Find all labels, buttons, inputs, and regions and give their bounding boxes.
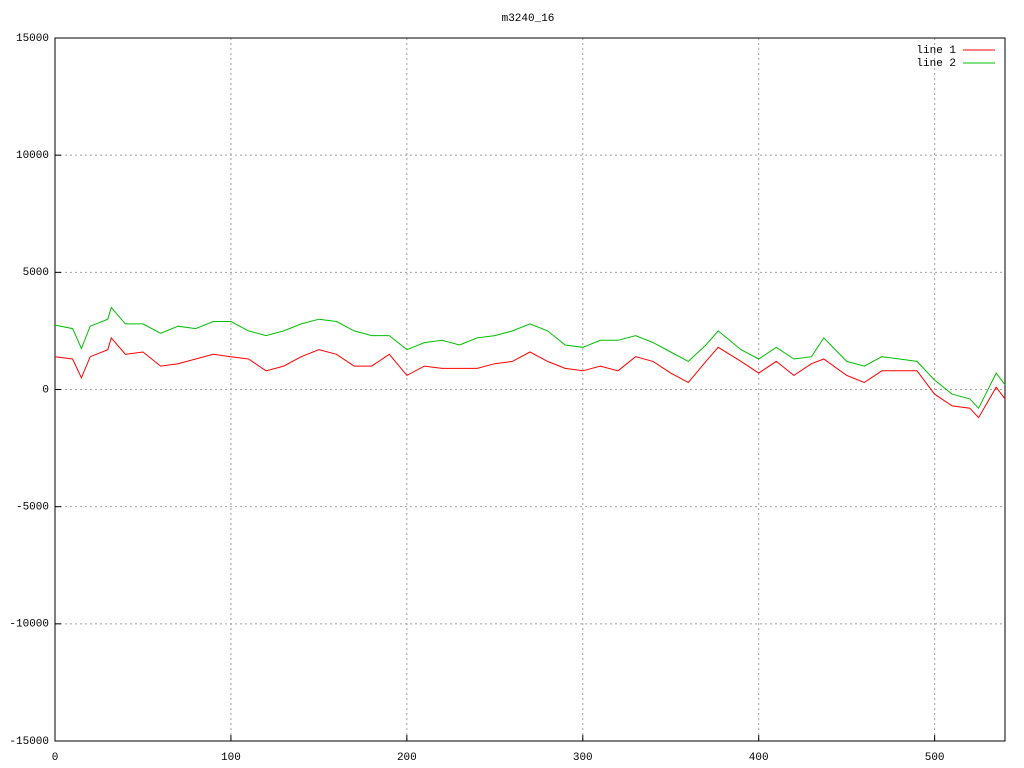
x-tick-label: 200	[397, 752, 417, 764]
y-tick-label: -15000	[9, 736, 49, 748]
data-line	[54, 306, 1006, 410]
y-tick-label: 5000	[23, 267, 49, 279]
x-tick-label: 300	[573, 752, 593, 764]
y-tick-label: -10000	[9, 619, 49, 631]
x-tick-label: 100	[221, 752, 241, 764]
y-tick-label: 10000	[16, 150, 49, 162]
plot-border	[54, 37, 1006, 742]
x-tick-label: 500	[925, 752, 945, 764]
chart-title: m3240_16	[502, 13, 555, 25]
y-tick-label: 15000	[16, 33, 49, 45]
legend-label: line 1	[916, 45, 956, 57]
y-tick-label: 0	[42, 384, 49, 396]
data-line	[54, 336, 1006, 419]
x-tick-label: 0	[52, 752, 59, 764]
legend-label: line 2	[916, 58, 956, 70]
x-tick-label: 400	[749, 752, 769, 764]
y-tick-label: -5000	[16, 502, 49, 514]
